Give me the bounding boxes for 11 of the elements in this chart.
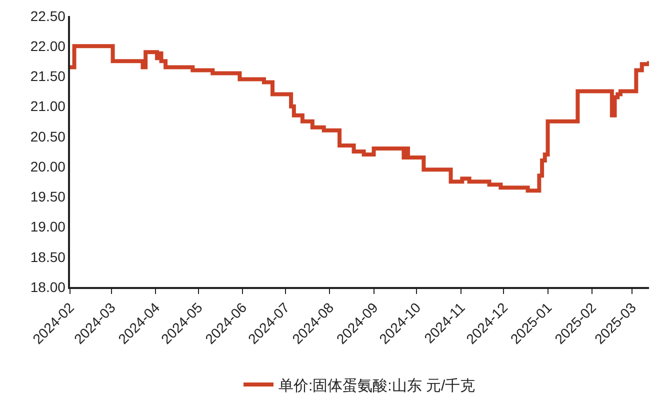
- y-tick-label: 21.00: [30, 98, 66, 114]
- y-tick-label: 21.50: [30, 68, 66, 84]
- y-tick-label: 18.50: [30, 248, 66, 265]
- legend-label: 单价:固体蛋氨酸:山东 元/千克: [278, 377, 476, 394]
- y-tick-label: 22.50: [30, 8, 66, 24]
- y-tick-label: 20.00: [30, 158, 66, 174]
- y-tick-label: 22.00: [30, 38, 66, 54]
- y-tick-label: 19.50: [30, 188, 66, 205]
- y-tick-label: 20.50: [30, 128, 66, 144]
- y-tick-label: 18.00: [30, 278, 66, 295]
- y-tick-label: 19.00: [30, 218, 66, 235]
